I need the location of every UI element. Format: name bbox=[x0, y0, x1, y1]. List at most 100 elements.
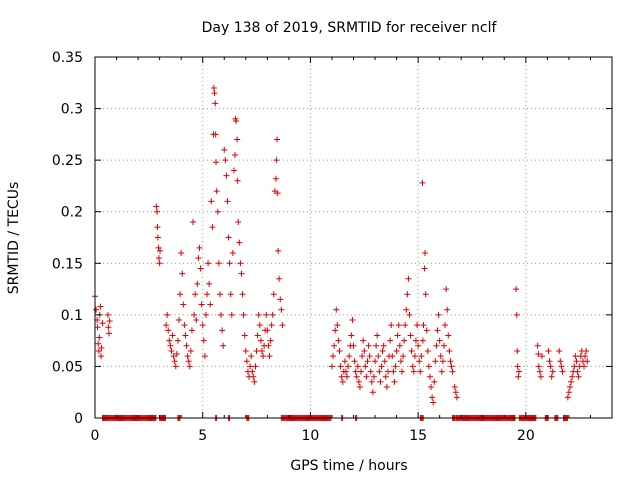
data-point bbox=[418, 353, 425, 360]
data-point bbox=[226, 260, 233, 267]
data-point bbox=[181, 322, 188, 329]
data-point bbox=[258, 347, 265, 354]
data-point bbox=[183, 342, 190, 349]
data-point bbox=[397, 358, 404, 365]
data-point bbox=[279, 322, 286, 329]
data-point bbox=[269, 311, 276, 318]
x-axis-ticks: 0 5 10 15 20 bbox=[91, 57, 591, 444]
data-point bbox=[187, 347, 194, 354]
data-point bbox=[232, 151, 239, 158]
data-point bbox=[97, 303, 104, 310]
data-point bbox=[155, 255, 162, 262]
data-point bbox=[387, 337, 394, 344]
data-point bbox=[180, 301, 187, 308]
data-point bbox=[185, 358, 192, 365]
data-point bbox=[333, 306, 340, 313]
data-point bbox=[260, 353, 267, 360]
data-point bbox=[348, 332, 355, 339]
data-point bbox=[429, 394, 436, 401]
data-point bbox=[536, 368, 543, 375]
data-point bbox=[346, 353, 353, 360]
data-point bbox=[424, 347, 431, 354]
data-point bbox=[202, 311, 209, 318]
data-point bbox=[198, 301, 205, 308]
data-point bbox=[354, 363, 361, 370]
data-point bbox=[584, 358, 591, 365]
data-point bbox=[409, 363, 416, 370]
data-point bbox=[380, 342, 387, 349]
data-point bbox=[565, 389, 572, 396]
data-point bbox=[367, 368, 374, 375]
data-point bbox=[514, 347, 521, 354]
data-point bbox=[170, 353, 177, 360]
data-point bbox=[153, 203, 160, 210]
data-point bbox=[196, 244, 203, 251]
data-point bbox=[194, 280, 201, 287]
data-point bbox=[233, 117, 240, 124]
data-point bbox=[230, 167, 237, 174]
data-point bbox=[154, 224, 161, 231]
data-point bbox=[157, 247, 164, 254]
data-point bbox=[573, 358, 580, 365]
data-point bbox=[369, 389, 376, 396]
y-axis-label: SRMTID / TECUs bbox=[6, 182, 22, 295]
data-point bbox=[538, 353, 545, 360]
data-point bbox=[163, 322, 170, 329]
x-axis-label: GPS time / hours bbox=[290, 458, 407, 474]
x-tick-label: 10 bbox=[302, 428, 320, 444]
data-point bbox=[569, 373, 576, 380]
data-point bbox=[382, 373, 389, 380]
data-point bbox=[404, 291, 411, 298]
data-point bbox=[339, 378, 346, 385]
data-point bbox=[234, 136, 241, 143]
data-point bbox=[426, 373, 433, 380]
data-point bbox=[199, 322, 206, 329]
data-point bbox=[401, 337, 408, 344]
data-point bbox=[375, 353, 382, 360]
data-point bbox=[546, 358, 553, 365]
data-point bbox=[393, 347, 400, 354]
data-point bbox=[359, 353, 366, 360]
data-point bbox=[379, 347, 386, 354]
data-point bbox=[442, 322, 449, 329]
data-point bbox=[417, 368, 424, 375]
data-point bbox=[190, 219, 197, 226]
data-point bbox=[273, 157, 280, 164]
data-point bbox=[449, 368, 456, 375]
data-point bbox=[414, 322, 421, 329]
data-point bbox=[396, 342, 403, 349]
data-point bbox=[328, 363, 335, 370]
data-point bbox=[513, 286, 520, 293]
data-point bbox=[384, 368, 391, 375]
data-point bbox=[445, 332, 452, 339]
y-tick-label: 0.35 bbox=[52, 50, 83, 66]
data-point bbox=[547, 363, 554, 370]
data-point bbox=[422, 291, 429, 298]
data-point bbox=[513, 311, 520, 318]
data-point bbox=[335, 337, 342, 344]
data-point bbox=[402, 322, 409, 329]
y-tick-label: 0 bbox=[74, 411, 83, 427]
data-point bbox=[421, 265, 428, 272]
data-point bbox=[201, 353, 208, 360]
y-axis-ticks: 0 0.05 0.1 0.15 0.2 0.25 0.3 0.35 bbox=[52, 50, 612, 427]
data-points bbox=[92, 84, 591, 406]
data-point bbox=[265, 342, 272, 349]
data-point bbox=[94, 324, 101, 331]
data-point bbox=[436, 337, 443, 344]
data-point bbox=[575, 373, 582, 380]
data-point bbox=[400, 353, 407, 360]
data-point bbox=[205, 260, 212, 267]
data-point bbox=[247, 363, 254, 370]
data-point bbox=[549, 368, 556, 375]
data-point bbox=[215, 260, 222, 267]
data-point bbox=[229, 249, 236, 256]
data-point bbox=[207, 301, 214, 308]
data-point bbox=[566, 384, 573, 391]
data-point bbox=[408, 347, 415, 354]
data-point bbox=[96, 334, 103, 341]
data-point bbox=[453, 394, 460, 401]
x-tick-label: 0 bbox=[91, 428, 100, 444]
data-point bbox=[253, 347, 260, 354]
data-point bbox=[362, 363, 369, 370]
